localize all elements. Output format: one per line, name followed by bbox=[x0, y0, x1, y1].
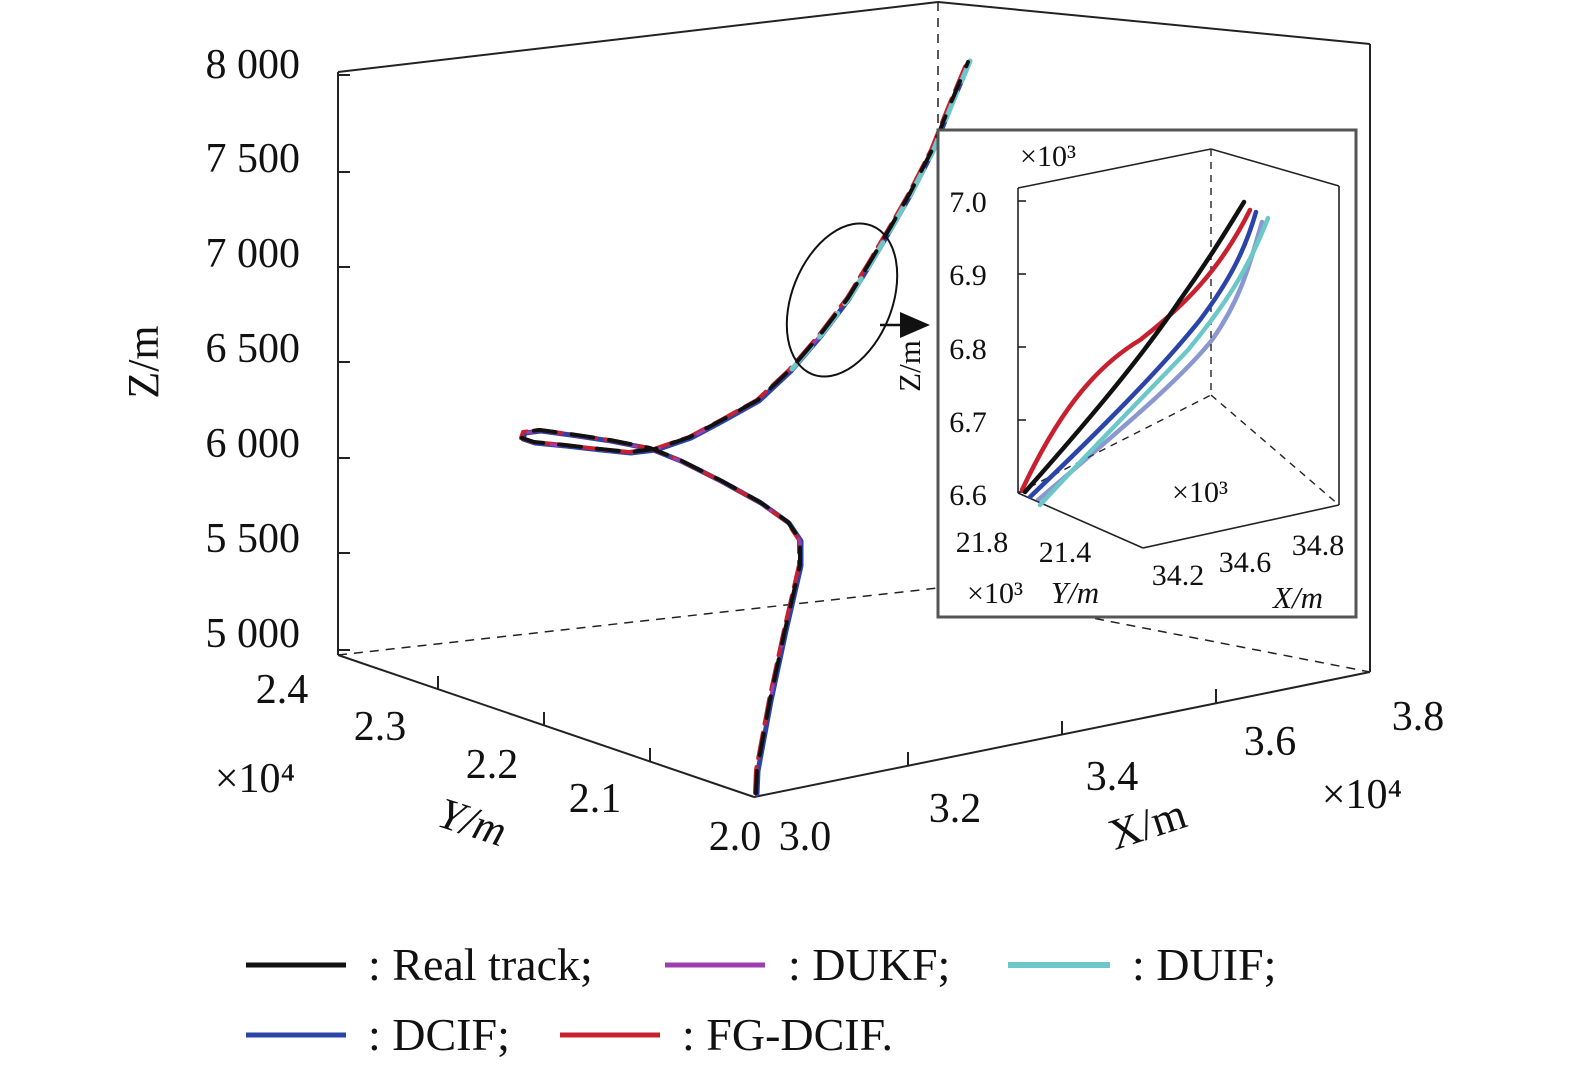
x-ticks bbox=[907, 689, 1217, 766]
box-back-top-right-edge bbox=[937, 1, 1371, 45]
inset-box-top-right-edge bbox=[1210, 148, 1340, 187]
legend-item-real-track: : Real track; bbox=[246, 939, 593, 990]
z-tick-label: 5 000 bbox=[206, 611, 301, 657]
y-ticks bbox=[437, 676, 651, 762]
legend-label-real-track: : Real track; bbox=[368, 939, 593, 990]
inset-hidden-right bbox=[1210, 394, 1340, 506]
inset-y-multiplier: ×10³ bbox=[967, 577, 1023, 610]
box-back-top-left-edge bbox=[337, 1, 939, 73]
y-tick-label: 2.1 bbox=[569, 776, 622, 822]
legend: : Real track; : DUKF; : DUIF; : DCIF; : … bbox=[246, 939, 1276, 1060]
inset-x-tick-label: 34.6 bbox=[1219, 546, 1272, 579]
legend-label-duif: : DUIF; bbox=[1132, 939, 1276, 990]
inset-y-axis bbox=[1017, 492, 1144, 549]
inset-z-axis-label: Z/m bbox=[892, 340, 927, 392]
z-tick-label: 7 500 bbox=[206, 136, 301, 182]
inset-series-real-track bbox=[1022, 199, 1247, 495]
series-real-track bbox=[520, 60, 970, 795]
inset-x-axis bbox=[1142, 504, 1340, 549]
legend-item-dcif: : DCIF; bbox=[246, 1009, 510, 1060]
inset-z-multiplier: ×10³ bbox=[1020, 140, 1076, 173]
z-tick-labels: 5 000 5 500 6 000 6 500 7 000 7 500 8 00… bbox=[206, 42, 301, 657]
inset-panel bbox=[936, 128, 1358, 619]
inset-y-tick-label: 21.8 bbox=[956, 526, 1009, 559]
z-tick-label: 5 500 bbox=[206, 516, 301, 562]
inset-hidden-left bbox=[1017, 394, 1212, 494]
series-dukf-track bbox=[520, 61, 970, 796]
z-tick-label: 7 000 bbox=[206, 231, 301, 277]
inset-series-dukf bbox=[1035, 219, 1265, 503]
legend-item-duif: : DUIF; bbox=[1008, 939, 1276, 990]
inset-y-tick-labels: 21.8 21.4 bbox=[956, 526, 1092, 569]
legend-item-fg-dcif: : FG-DCIF. bbox=[560, 1009, 893, 1060]
y-tick-label: 2.0 bbox=[709, 814, 762, 860]
y-tick-label: 2.4 bbox=[256, 667, 309, 713]
inset-series-duif bbox=[1037, 215, 1271, 508]
legend-label-dukf: : DUKF; bbox=[788, 939, 950, 990]
legend-label-dcif: : DCIF; bbox=[368, 1009, 510, 1060]
x-tick-label: 3.4 bbox=[1086, 754, 1139, 800]
main-trajectories bbox=[519, 58, 973, 797]
x-tick-label: 3.8 bbox=[1392, 694, 1445, 740]
y-axis-line bbox=[337, 654, 755, 798]
inset-z-tick-label: 6.7 bbox=[949, 406, 987, 439]
x-multiplier: ×10⁴ bbox=[1322, 772, 1402, 818]
y-tick-label: 2.2 bbox=[466, 742, 519, 788]
zoom-ellipse bbox=[785, 222, 899, 378]
legend-item-dukf: : DUKF; bbox=[665, 939, 950, 990]
z-tick-label: 6 000 bbox=[206, 421, 301, 467]
inset-x-tick-labels: 34.2 34.6 34.8 bbox=[1152, 529, 1345, 592]
series-fg-dcif-track bbox=[519, 60, 969, 795]
x-tick-labels: 3.0 3.2 3.4 3.6 3.8 bbox=[779, 694, 1445, 860]
z-axis-label: Z/m bbox=[119, 325, 168, 398]
y-tick-labels: 2.0 2.1 2.2 2.3 2.4 bbox=[256, 667, 762, 860]
inset-z-tick-label: 7.0 bbox=[949, 186, 987, 219]
inset-x-multiplier: ×10³ bbox=[1172, 476, 1228, 509]
y-tick-label: 2.3 bbox=[354, 704, 407, 750]
inset-z-tick-labels: 6.6 6.7 6.8 6.9 7.0 bbox=[949, 186, 987, 512]
y-multiplier: ×10⁴ bbox=[215, 756, 295, 802]
inset-y-tick-label: 21.4 bbox=[1039, 536, 1092, 569]
inset-z-tick-label: 6.9 bbox=[949, 259, 987, 292]
hidden-back-left-edge bbox=[337, 587, 939, 656]
x-tick-label: 3.2 bbox=[929, 786, 982, 832]
series-dcif-track bbox=[520, 60, 972, 797]
inset-series-dcif bbox=[1027, 209, 1259, 500]
x-tick-label: 3.0 bbox=[779, 814, 832, 860]
inset-y-axis-label: Y/m bbox=[1051, 575, 1099, 610]
zoom-arrow-head bbox=[900, 312, 930, 338]
z-ticks bbox=[338, 74, 350, 651]
x-tick-label: 3.6 bbox=[1244, 719, 1297, 765]
inset-trajectories bbox=[1019, 199, 1271, 508]
z-tick-label: 6 500 bbox=[206, 326, 301, 372]
inset-x-axis-label: X/m bbox=[1271, 580, 1323, 615]
z-tick-label: 8 000 bbox=[206, 42, 301, 88]
inset-box bbox=[1017, 148, 1340, 549]
y-axis-label: Y/m bbox=[432, 788, 512, 856]
inset-x-tick-label: 34.2 bbox=[1152, 559, 1205, 592]
inset-box-top-left-edge bbox=[1017, 148, 1212, 189]
legend-label-fg-dcif: : FG-DCIF. bbox=[682, 1009, 893, 1060]
inset-x-tick-label: 34.8 bbox=[1292, 529, 1345, 562]
inset-series-fg-dcif bbox=[1019, 207, 1253, 493]
inset-z-tick-label: 6.8 bbox=[949, 333, 987, 366]
inset-z-tick-label: 6.6 bbox=[949, 479, 987, 512]
